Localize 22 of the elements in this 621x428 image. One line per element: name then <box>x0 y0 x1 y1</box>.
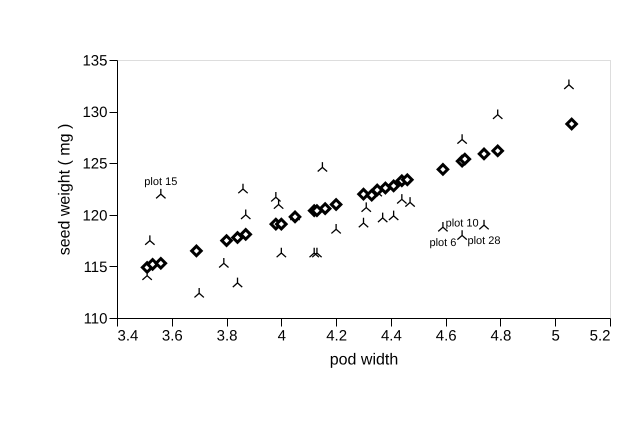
y-tick-label: 130 <box>82 104 108 122</box>
annotation: plot 28 <box>467 235 501 248</box>
x-tick-label: 5.2 <box>590 328 610 344</box>
x-tick-label: 3.4 <box>118 328 138 344</box>
x-tick-label: 4.6 <box>436 328 457 344</box>
x-tick-label: 5 <box>552 328 560 344</box>
y-tick-label: 125 <box>82 156 108 173</box>
y-tick-label: 110 <box>84 310 108 328</box>
x-tick-label: 4.4 <box>380 328 402 344</box>
y-axis-title: seed weight ( mg ) <box>56 124 74 256</box>
annotation: plot 6 <box>429 237 456 250</box>
annotation: plot 10 <box>446 217 479 230</box>
y-tick-label: 115 <box>84 258 108 276</box>
x-tick-label: 4.2 <box>326 328 348 344</box>
x-tick-label: 3.6 <box>162 328 183 344</box>
y-tick-label: 135 <box>82 52 108 70</box>
y-tick-label: 120 <box>82 207 108 224</box>
x-tick-label: 3.8 <box>216 328 238 344</box>
x-tick-label: 4.8 <box>490 328 512 344</box>
annotation: plot 15 <box>144 176 178 188</box>
x-axis-title: pod width <box>330 352 398 368</box>
x-tick-label: 4 <box>278 328 286 344</box>
